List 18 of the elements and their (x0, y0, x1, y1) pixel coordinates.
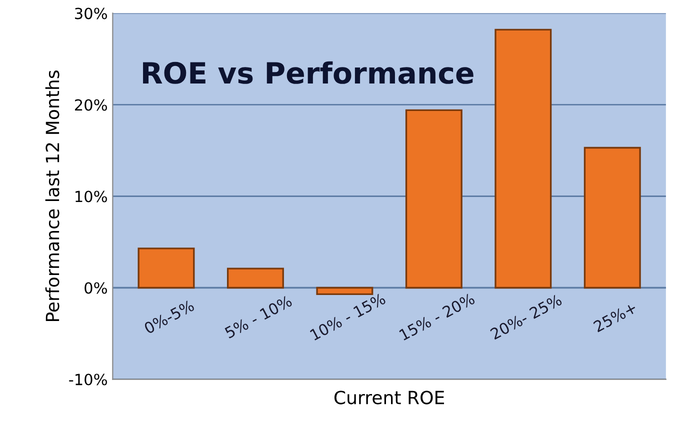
y-tick-label: 30% (75, 8, 107, 20)
x-axis-title: Current ROE (334, 390, 444, 404)
bar (316, 286, 374, 295)
bar (494, 28, 552, 289)
text: ROE vs Performance (143, 61, 474, 84)
x-tick-label: 15% - 20% (398, 292, 476, 341)
bar (584, 146, 641, 289)
y-tick-label: -10% (69, 374, 107, 386)
y-tick-label: 20% (74, 99, 107, 111)
bar (226, 268, 284, 289)
y-axis-title: Performance last 12 Months (45, 70, 60, 322)
x-tick-label: 20%- 25% (490, 294, 563, 340)
bar (138, 248, 195, 289)
x-tick-label: 5% - 10% (224, 294, 293, 339)
x-tick-label: 10% - 15% (310, 292, 386, 341)
y-tick-label: 0% (84, 282, 107, 294)
bar (405, 109, 462, 289)
y-tick-label: 10% (76, 190, 107, 202)
